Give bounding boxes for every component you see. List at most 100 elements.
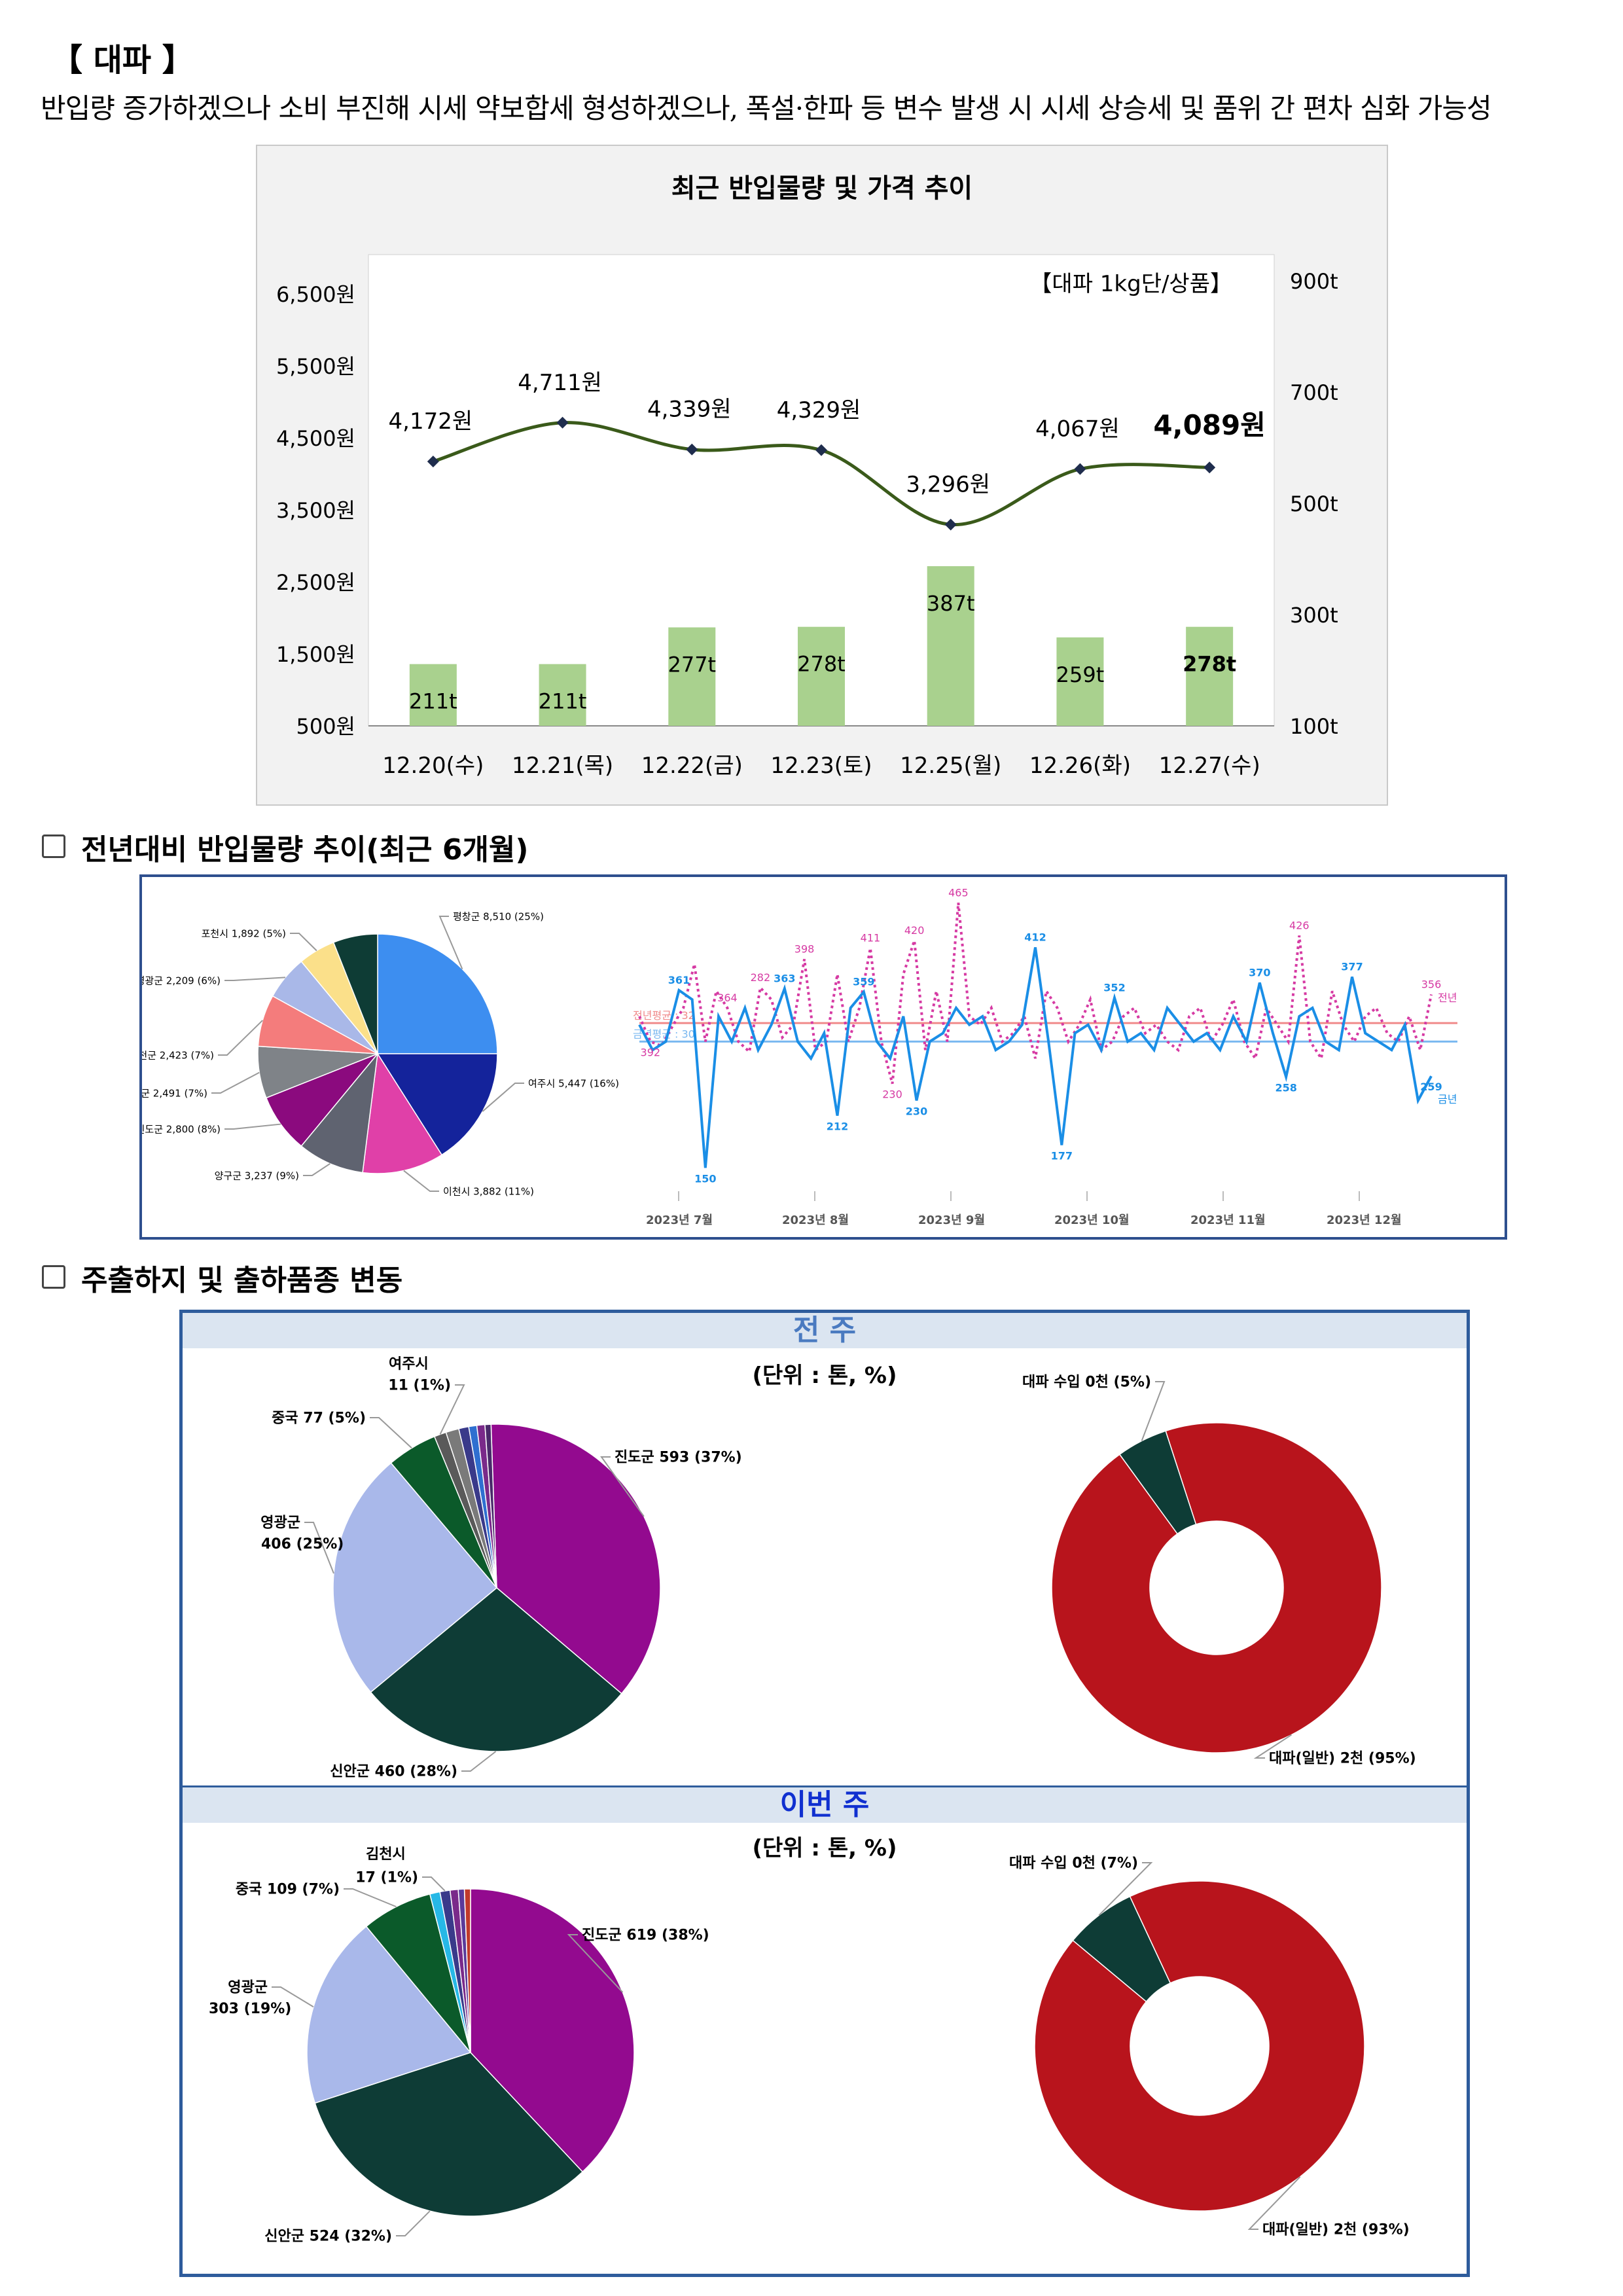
leader-line <box>304 1522 334 1574</box>
pie-slice <box>1072 1895 1171 2003</box>
prev-year-line <box>638 903 1433 1085</box>
yoy-section-title: 전년대비 반입물량 추이(최근 6개월) <box>81 833 529 867</box>
x-tick-label: 2023년 7월 <box>646 1213 713 1227</box>
y-left-tick: 2,500원 <box>276 570 355 595</box>
price-marker <box>686 443 698 456</box>
slice-label: 진도군 2,800 (8%) <box>142 1123 221 1135</box>
leader-line <box>1141 1381 1166 1441</box>
slice-label: 신안군 460 (28%) <box>330 1764 457 1780</box>
legend-prev: 전년 <box>1438 992 1457 1004</box>
y-left-tick: 3,500원 <box>276 498 355 523</box>
origin-panel: 전 주 (단위 : 톤, %) 이번 주 (단위 : 톤, %) 진도군 593… <box>179 1310 1470 2277</box>
point-label: 392 <box>641 1046 661 1058</box>
section-checkbox[interactable] <box>42 834 65 858</box>
volume-bar <box>798 626 845 726</box>
leader-line <box>224 977 286 981</box>
volume-bar <box>927 566 974 726</box>
page-heading: 【 대파 】 <box>51 42 194 79</box>
x-tick-label: 12.25(월) <box>900 753 1001 779</box>
slice-label: 303 (19%) <box>209 2001 291 2017</box>
point-label: 177 <box>1051 1150 1073 1162</box>
price-marker <box>1204 461 1216 474</box>
point-label: 426 <box>1289 919 1310 931</box>
prev-week-unit: (단위 : 톤, %) <box>752 1363 897 1389</box>
leader-line <box>370 1417 412 1449</box>
slice-label: 대파(일반) 2천 (93%) <box>1262 2222 1410 2238</box>
curr-year-line <box>638 947 1433 1168</box>
point-label: 230 <box>906 1105 927 1117</box>
y-left-tick: 1,500원 <box>276 642 355 667</box>
y-right-tick: 300t <box>1290 603 1338 628</box>
point-label: 364 <box>717 992 738 1004</box>
price-marker <box>1074 463 1086 475</box>
leader-line <box>1253 1734 1292 1759</box>
leader-line <box>438 916 463 969</box>
chart-annotation: 【대파 1kg단/상품】 <box>1029 271 1232 297</box>
section-checkbox[interactable] <box>42 1265 65 1289</box>
bar-label: 277t <box>668 653 716 677</box>
leader-line <box>461 1751 497 1772</box>
point-label: 361 <box>668 974 690 986</box>
point-label: 411 <box>861 932 881 944</box>
pie-slice <box>377 933 498 1054</box>
y-right-tick: 500t <box>1290 492 1338 516</box>
bar-label: 211t <box>409 689 457 714</box>
x-tick-label: 2023년 10월 <box>1054 1213 1130 1227</box>
point-label: 398 <box>794 942 815 955</box>
slice-label: 영광군 2,209 (6%) <box>142 975 221 986</box>
volume-bar <box>668 627 716 726</box>
volume-bar <box>1056 637 1104 726</box>
point-label: 259 <box>1420 1081 1442 1093</box>
yoy-charts: 평창군 8,510 (25%) 여주시 5,447 (16%) 이천시 3,882 … <box>123 886 1457 1227</box>
price-label: 4,172원 <box>389 408 473 435</box>
pie-slice <box>265 1053 378 1147</box>
y-left-tick: 6,500원 <box>276 282 355 307</box>
point-label: 412 <box>1024 931 1046 943</box>
slice-label: 평창군 8,510 (25%) <box>453 910 544 922</box>
x-tick-label: 12.21(목) <box>512 753 613 779</box>
leader-line <box>403 1170 439 1192</box>
legend-curr: 금년 <box>1438 1093 1457 1105</box>
pie-slice <box>306 1926 472 2104</box>
x-tick-label: 12.27(수) <box>1159 753 1260 779</box>
leader-line <box>1247 2176 1301 2230</box>
this-week-unit: (단위 : 톤, %) <box>752 1835 897 1861</box>
leader-line <box>600 1456 645 1517</box>
x-tick-label: 12.22(금) <box>641 753 743 779</box>
slice-label: 17 (1%) <box>355 1870 418 1886</box>
bar-label: 278t <box>1183 652 1236 677</box>
point-label: 150 <box>694 1172 716 1185</box>
x-tick-label: 12.23(토) <box>770 753 872 779</box>
point-label: 363 <box>774 972 795 984</box>
leader-line <box>422 1876 446 1892</box>
slice-label: 중국 109 (7%) <box>236 1882 340 1898</box>
slice-label: 이천시 3,882 (11%) <box>443 1185 534 1197</box>
price-label: 4,089원 <box>1153 409 1266 441</box>
x-tick-label: 2023년 9월 <box>918 1213 985 1227</box>
price-marker <box>556 416 569 429</box>
y-right-tick: 900t <box>1290 269 1338 294</box>
volume-bar <box>409 664 457 726</box>
pie-slice <box>332 933 378 1054</box>
bar-label: 259t <box>1056 662 1105 687</box>
point-label: 359 <box>853 976 874 988</box>
y-right-tick: 100t <box>1290 714 1338 739</box>
leader-line <box>482 1083 524 1112</box>
price-volume-chart-panel: 최근 반입물량 및 가격 추이 【대파 1kg단/상품】 6,500원 5,500원 4… <box>256 145 1388 806</box>
leader-line <box>211 1071 260 1094</box>
slice-label: 진도군 619 (38%) <box>582 1928 709 1944</box>
x-tick-label: 2023년 12월 <box>1327 1213 1402 1227</box>
slice-label: 포천시 1,892 (5%) <box>202 927 286 939</box>
leader-line <box>396 2210 431 2236</box>
slice-label: 대파 수입 0천 (5%) <box>1022 1374 1151 1391</box>
slice-label: 철원군 2,491 (7%) <box>142 1087 207 1099</box>
price-marker <box>944 518 957 531</box>
chart-title: 최근 반입물량 및 가격 추이 <box>671 173 973 204</box>
pie-slice <box>362 1052 443 1174</box>
y-left-tick: 5,500원 <box>276 354 355 379</box>
point-label: 212 <box>827 1121 848 1133</box>
price-label: 4,711원 <box>518 370 602 396</box>
volume-bar <box>539 664 586 726</box>
leader-line <box>218 1020 263 1056</box>
slice-label: 영광군 <box>260 1515 300 1532</box>
